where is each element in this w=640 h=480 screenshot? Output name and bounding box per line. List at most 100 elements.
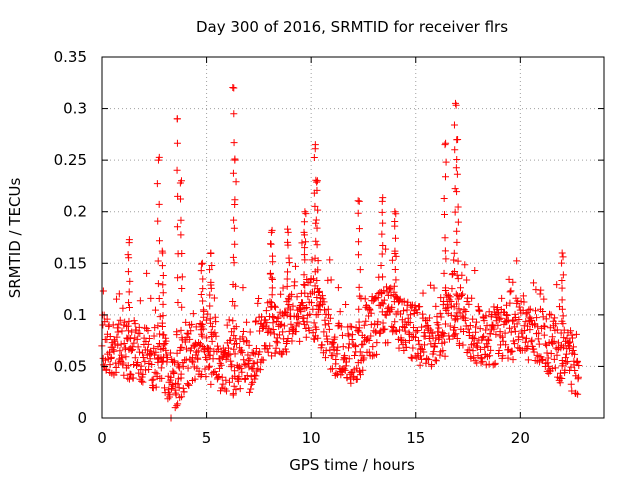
data-point: [306, 310, 314, 318]
data-point: [284, 225, 292, 233]
data-point: [328, 340, 336, 348]
data-point: [482, 312, 490, 320]
data-point: [359, 340, 367, 348]
data-point: [565, 342, 573, 350]
data-point: [243, 318, 251, 326]
data-point: [103, 335, 111, 343]
data-point: [177, 195, 185, 203]
data-point: [362, 317, 370, 325]
data-point: [558, 305, 566, 313]
data-point: [300, 218, 308, 226]
data-point: [534, 323, 542, 331]
data-point: [295, 313, 303, 321]
data-point: [226, 350, 234, 358]
data-point: [526, 326, 534, 334]
data-point: [131, 320, 139, 328]
data-point: [154, 217, 162, 225]
data-point: [494, 304, 502, 312]
data-point: [300, 281, 308, 289]
data-point: [514, 297, 522, 305]
data-point: [312, 237, 320, 245]
data-point: [300, 271, 308, 279]
data-point: [125, 299, 133, 307]
data-point: [454, 136, 462, 144]
data-point: [256, 348, 264, 356]
data-point: [482, 326, 490, 334]
data-point: [390, 291, 398, 299]
data-point: [355, 328, 363, 336]
data-point: [401, 327, 409, 335]
data-point: [373, 339, 381, 347]
data-point: [438, 329, 446, 337]
data-point: [154, 257, 162, 265]
data-point: [137, 377, 145, 385]
data-point: [135, 369, 143, 377]
data-point: [542, 315, 550, 323]
data-point: [196, 342, 204, 350]
data-point: [442, 305, 450, 313]
data-point: [125, 288, 133, 296]
data-point: [464, 325, 472, 333]
data-point: [212, 318, 220, 326]
data-point: [384, 339, 392, 347]
data-point: [407, 353, 415, 361]
data-point: [204, 310, 212, 318]
data-point: [572, 330, 580, 338]
data-point: [509, 317, 517, 325]
data-point: [210, 294, 218, 302]
data-point: [441, 247, 449, 255]
data-point: [354, 251, 362, 259]
data-point: [225, 378, 233, 386]
data-point: [197, 267, 205, 275]
data-point: [229, 298, 237, 306]
data-point: [314, 257, 322, 265]
data-point: [497, 314, 505, 322]
data-point: [378, 230, 386, 238]
data-point: [164, 395, 172, 403]
data-point: [391, 218, 399, 226]
data-point: [430, 348, 438, 356]
data-point: [469, 347, 477, 355]
data-point: [436, 309, 444, 317]
data-point: [269, 312, 277, 320]
data-point: [239, 327, 247, 335]
data-point: [558, 374, 566, 382]
data-point: [125, 317, 133, 325]
data-point: [310, 288, 318, 296]
data-point: [441, 234, 449, 242]
data-point: [334, 343, 342, 351]
data-point: [207, 380, 215, 388]
data-point: [508, 347, 516, 355]
data-point: [166, 391, 174, 399]
data-point: [283, 338, 291, 346]
data-point: [177, 326, 185, 334]
data-point: [559, 343, 567, 351]
data-point: [461, 316, 469, 324]
data-point: [182, 356, 190, 364]
data-point: [558, 296, 566, 304]
data-point: [441, 320, 449, 328]
data-point: [154, 280, 162, 288]
data-point: [171, 404, 179, 412]
data-point: [144, 327, 152, 335]
data-point: [188, 320, 196, 328]
data-point: [321, 321, 329, 329]
data-point: [355, 225, 363, 233]
data-point: [237, 365, 245, 373]
data-point: [208, 262, 216, 270]
data-point: [437, 294, 445, 302]
data-point: [231, 302, 239, 310]
data-point: [481, 343, 489, 351]
data-point: [272, 337, 280, 345]
data-point: [267, 303, 275, 311]
data-point: [128, 328, 136, 336]
data-point: [199, 306, 207, 314]
data-point: [234, 377, 242, 385]
data-point: [544, 354, 552, 362]
data-point: [301, 208, 309, 216]
data-point: [453, 170, 461, 178]
data-point: [230, 216, 238, 224]
data-point: [487, 346, 495, 354]
data-point: [499, 352, 507, 360]
data-point: [431, 343, 439, 351]
